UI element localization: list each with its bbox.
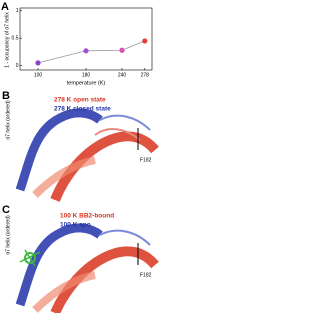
helix-label: α7 helix (ordered) [5,100,11,140]
x-axis-label: temperature (K) [67,80,106,86]
data-point [119,47,125,53]
panel-label: C [2,204,10,216]
residue-label: F182 [140,157,152,163]
ligand [19,249,41,267]
y-tick-label: 0.5 [12,36,19,42]
legend-entry: 278 K open state [54,97,106,104]
red-helix-back [32,271,96,313]
data-line [37,40,145,64]
plot-frame [19,7,153,71]
data-point [142,38,148,44]
blue-helix [15,223,103,307]
data-point [35,60,41,66]
ligand [24,252,36,264]
x-tick-label: 180 [82,72,91,78]
y-tick-label: 1 [16,8,19,14]
data-point [83,48,89,54]
x-tick-label: 100 [34,72,43,78]
red-helix [50,131,159,202]
red-helix [50,246,159,313]
panel-b: B 278 K open state 278 K closed state α7… [0,88,161,202]
loop [99,114,151,131]
legend-entry: 278 K closed state [54,106,111,113]
loop [99,229,151,246]
loop [94,128,141,141]
panel-label: A [1,1,9,13]
red-helix-back [32,156,96,198]
legend-entry: 100 K apo [60,222,91,229]
residue-label: F182 [140,272,152,278]
figure: A 1 - occupancy of α7 helix temperature … [0,0,161,313]
y-tick-label: 0 [16,63,19,69]
y-axis-label: 1 - occupancy of α7 helix [4,12,10,68]
helix-label: α7 helix (ordered) [5,215,11,255]
blue-helix [15,108,103,192]
panel-label: B [2,90,10,102]
panel-c: C 100 K BB2-bound 100 K apo α7 helix (or… [2,204,159,313]
x-tick-label: 240 [118,72,127,78]
x-tick-label: 278 [141,72,150,78]
legend-entry: 100 K BB2-bound [60,213,114,220]
